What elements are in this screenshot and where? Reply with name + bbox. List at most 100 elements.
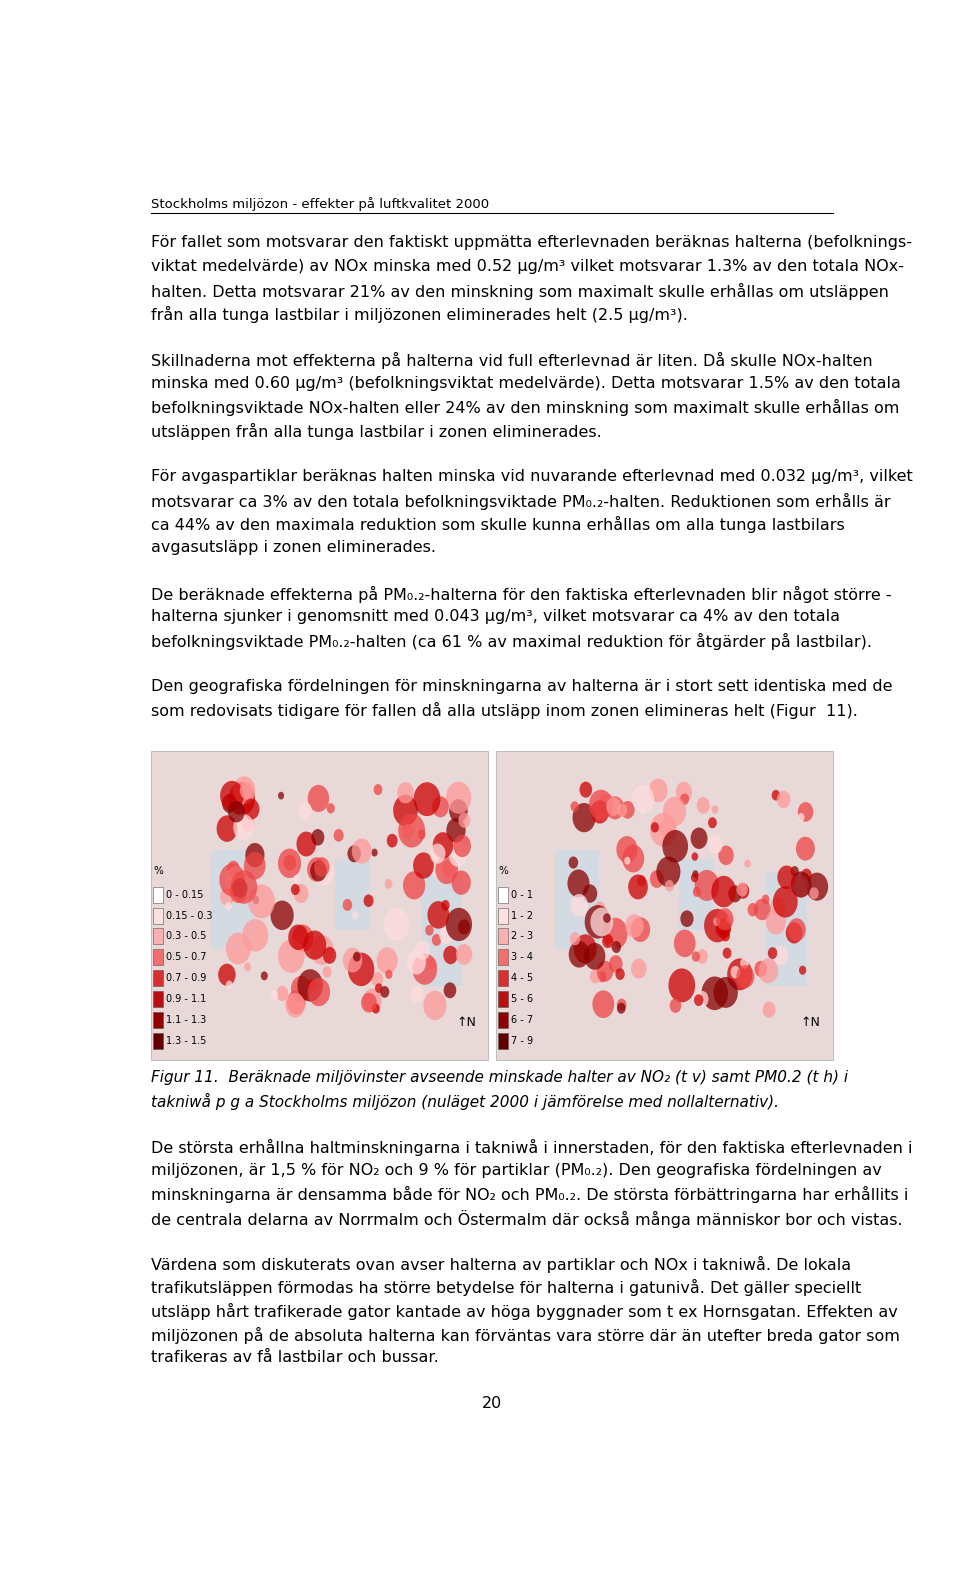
Ellipse shape	[229, 881, 247, 903]
Text: utsläpp hårt trafikerade gator kantade av höga byggnader som t ex Hornsgatan. Ef: utsläpp hårt trafikerade gator kantade a…	[152, 1303, 898, 1321]
Ellipse shape	[715, 919, 732, 938]
Ellipse shape	[413, 953, 437, 984]
Text: befolkningsviktade PM₀.₂-halten (ca 61 % av maximal reduktion för åtgärder på la: befolkningsviktade PM₀.₂-halten (ca 61 %…	[152, 632, 873, 650]
Ellipse shape	[228, 782, 255, 816]
Ellipse shape	[353, 951, 361, 962]
Ellipse shape	[755, 961, 767, 977]
Ellipse shape	[278, 940, 304, 973]
Ellipse shape	[729, 886, 742, 902]
Ellipse shape	[590, 800, 609, 824]
Ellipse shape	[246, 843, 265, 867]
Ellipse shape	[778, 865, 796, 889]
Ellipse shape	[385, 879, 393, 889]
Text: halterna sjunker i genomsnitt med 0.043 μg/m³, vilket motsvarar ca 4% av den tot: halterna sjunker i genomsnitt med 0.043 …	[152, 609, 840, 624]
Ellipse shape	[308, 980, 317, 991]
Ellipse shape	[372, 1004, 380, 1013]
Ellipse shape	[423, 991, 446, 1020]
Ellipse shape	[310, 860, 326, 881]
Ellipse shape	[219, 863, 245, 897]
Ellipse shape	[570, 932, 580, 945]
Text: halten. Detta motsvarar 21% av den minskning som maximalt skulle erhållas om uts: halten. Detta motsvarar 21% av den minsk…	[152, 282, 889, 299]
Ellipse shape	[631, 959, 647, 978]
Ellipse shape	[773, 946, 788, 965]
Ellipse shape	[233, 776, 255, 804]
Ellipse shape	[727, 959, 753, 991]
Ellipse shape	[711, 876, 736, 908]
Ellipse shape	[602, 933, 613, 948]
Ellipse shape	[298, 969, 323, 1002]
Ellipse shape	[407, 951, 426, 975]
Ellipse shape	[716, 908, 733, 930]
Ellipse shape	[270, 991, 278, 1000]
Ellipse shape	[432, 933, 442, 946]
Ellipse shape	[622, 844, 644, 873]
Ellipse shape	[443, 862, 455, 878]
Ellipse shape	[246, 854, 252, 863]
Text: de centrala delarna av Norrmalm och Östermalm där också många människor bor och : de centrala delarna av Norrmalm och Öste…	[152, 1211, 902, 1228]
Ellipse shape	[310, 935, 334, 965]
Bar	[154, 887, 163, 903]
Ellipse shape	[727, 916, 732, 924]
Ellipse shape	[425, 926, 434, 935]
Ellipse shape	[233, 814, 254, 841]
Ellipse shape	[226, 932, 251, 964]
Ellipse shape	[660, 819, 675, 838]
Ellipse shape	[364, 894, 373, 906]
Ellipse shape	[708, 817, 717, 828]
Text: Figur 11.  Beräknade miljövinster avseende minskade halter av NO₂ (t v) samt PM0: Figur 11. Beräknade miljövinster avseend…	[152, 1069, 849, 1085]
Ellipse shape	[248, 884, 275, 919]
Ellipse shape	[704, 910, 731, 943]
Ellipse shape	[448, 844, 467, 867]
Ellipse shape	[291, 977, 311, 1002]
Ellipse shape	[585, 943, 606, 970]
Text: trafikeras av få lastbilar och bussar.: trafikeras av få lastbilar och bussar.	[152, 1351, 439, 1365]
Ellipse shape	[736, 965, 755, 988]
Ellipse shape	[696, 949, 708, 964]
Ellipse shape	[762, 1002, 776, 1018]
Ellipse shape	[637, 875, 646, 887]
Ellipse shape	[311, 828, 324, 846]
Ellipse shape	[663, 796, 686, 827]
Ellipse shape	[303, 930, 326, 959]
Ellipse shape	[343, 898, 352, 911]
Text: De beräknade effekterna på PM₀.₂-halterna för den faktiska efterlevnaden blir nå: De beräknade effekterna på PM₀.₂-haltern…	[152, 586, 892, 602]
Ellipse shape	[398, 814, 425, 847]
Ellipse shape	[708, 835, 723, 854]
Ellipse shape	[376, 948, 397, 973]
Ellipse shape	[402, 824, 414, 840]
Ellipse shape	[226, 867, 246, 892]
Text: 3 - 4: 3 - 4	[511, 953, 533, 962]
Ellipse shape	[771, 897, 785, 916]
Ellipse shape	[628, 875, 648, 900]
Ellipse shape	[288, 924, 308, 949]
Text: minskningarna är densamma både för NO₂ och PM₀.₂. De största förbättringarna har: minskningarna är densamma både för NO₂ o…	[152, 1187, 908, 1203]
Ellipse shape	[798, 803, 813, 822]
Ellipse shape	[606, 796, 624, 819]
Bar	[211, 849, 254, 949]
Ellipse shape	[351, 838, 372, 863]
Ellipse shape	[348, 846, 361, 862]
Text: takniwå p g a Stockholms miljözon (nuläget 2000 i jämförelse med nollalternativ): takniwå p g a Stockholms miljözon (nuläg…	[152, 1093, 780, 1110]
Ellipse shape	[785, 922, 803, 943]
Ellipse shape	[334, 828, 344, 841]
Ellipse shape	[693, 887, 701, 897]
Ellipse shape	[244, 962, 251, 972]
Ellipse shape	[772, 790, 780, 801]
Ellipse shape	[410, 986, 423, 1002]
Ellipse shape	[690, 827, 708, 849]
Ellipse shape	[228, 860, 240, 876]
Ellipse shape	[597, 961, 613, 981]
Ellipse shape	[719, 926, 728, 937]
Ellipse shape	[343, 948, 362, 972]
Ellipse shape	[607, 943, 616, 954]
Text: För fallet som motsvarar den faktiskt uppmätta efterlevnaden beräknas halterna (: För fallet som motsvarar den faktiskt up…	[152, 236, 912, 250]
Text: som redovisats tidigare för fallen då alla utsläpp inom zonen elimineras helt (F: som redovisats tidigare för fallen då al…	[152, 703, 858, 720]
Ellipse shape	[442, 900, 449, 911]
Ellipse shape	[458, 919, 470, 935]
Text: 20: 20	[482, 1395, 502, 1410]
Ellipse shape	[307, 857, 326, 883]
Text: ca 44% av den maximala reduktion som skulle kunna erhållas om alla tunga lastbil: ca 44% av den maximala reduktion som sku…	[152, 516, 845, 534]
Ellipse shape	[225, 902, 232, 911]
Bar	[679, 859, 714, 930]
Ellipse shape	[415, 940, 430, 961]
